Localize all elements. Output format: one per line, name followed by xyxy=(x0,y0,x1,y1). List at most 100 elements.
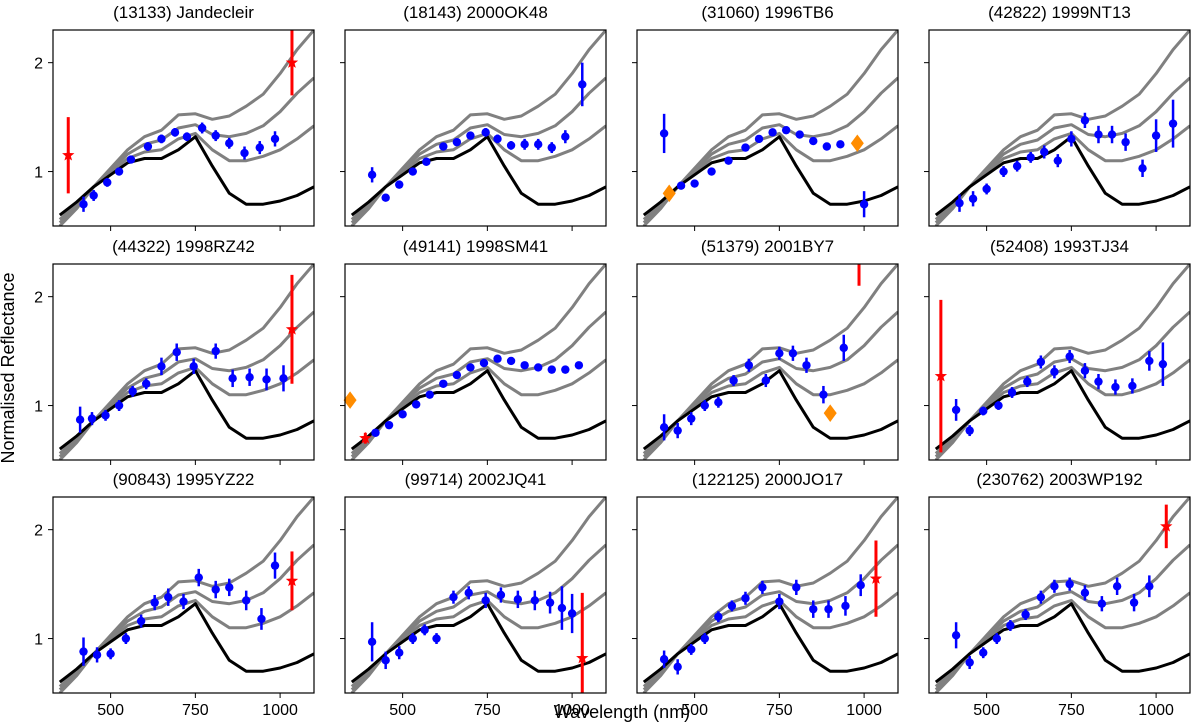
data-point xyxy=(690,179,699,188)
reference-curve xyxy=(350,135,606,217)
data-point xyxy=(481,596,490,605)
data-point xyxy=(103,178,112,187)
data-point xyxy=(439,379,448,388)
reference-curve xyxy=(934,135,1190,217)
data-point xyxy=(965,658,974,667)
outlier-diamond-marker xyxy=(850,134,864,153)
data-point xyxy=(1094,377,1103,386)
data-point xyxy=(189,362,198,371)
data-point xyxy=(741,594,750,603)
data-point xyxy=(89,191,98,200)
data-point xyxy=(822,142,832,151)
panel-4: (42822) 1999NT13 xyxy=(924,3,1191,231)
data-point xyxy=(1050,367,1059,376)
data-point xyxy=(182,132,192,141)
data-point xyxy=(741,143,750,152)
data-point xyxy=(979,648,988,657)
data-point xyxy=(781,125,791,135)
data-point xyxy=(1026,153,1035,162)
limit-star-marker xyxy=(285,56,299,68)
data-point xyxy=(574,361,584,370)
data-point xyxy=(1006,621,1015,630)
data-point xyxy=(530,596,540,605)
data-point xyxy=(729,376,738,385)
limit-star-marker xyxy=(285,322,299,335)
panel-frame xyxy=(52,263,315,461)
data-point xyxy=(724,156,733,165)
panel-9: 500 750 1000 1 2 (90843) 1995YZ22 xyxy=(34,470,315,719)
data-point xyxy=(1128,381,1137,391)
x-tick-label: 500 xyxy=(681,702,708,719)
data-point xyxy=(225,583,234,592)
data-point xyxy=(979,406,988,416)
data-point xyxy=(1129,598,1139,607)
data-point xyxy=(496,590,506,600)
data-point xyxy=(659,655,669,664)
data-point xyxy=(824,604,833,614)
panel-frame xyxy=(928,496,1191,694)
data-point xyxy=(659,129,669,138)
data-point xyxy=(408,634,417,643)
data-point xyxy=(367,637,377,647)
data-point xyxy=(136,616,146,626)
data-point xyxy=(87,414,97,423)
data-point xyxy=(143,142,153,151)
data-point xyxy=(775,597,784,606)
data-point xyxy=(1121,137,1130,147)
model-curve-1 xyxy=(58,591,314,688)
panel-11: 500 750 1000 (122125) 2000JO17 xyxy=(632,470,899,719)
data-point xyxy=(809,136,818,146)
data-point xyxy=(179,597,188,606)
data-point xyxy=(150,598,159,607)
model-curve-3 xyxy=(934,30,1190,226)
data-point xyxy=(707,167,716,176)
model-curve-3 xyxy=(350,30,606,226)
data-point xyxy=(836,140,845,149)
y-tick-label: 2 xyxy=(34,523,43,540)
data-point xyxy=(1023,377,1032,386)
data-point xyxy=(466,131,475,140)
data-point xyxy=(197,123,207,133)
data-point xyxy=(395,648,404,657)
data-point xyxy=(520,361,529,370)
data-point xyxy=(578,80,587,89)
data-point xyxy=(819,390,828,399)
data-point xyxy=(1007,388,1017,397)
data-point xyxy=(992,634,1001,643)
data-point xyxy=(758,583,767,592)
data-point xyxy=(1111,382,1120,392)
x-tick-label: 1000 xyxy=(262,702,298,719)
panel-7: (51379) 2001BY7 xyxy=(632,237,899,465)
panel-title: (42822) 1999NT13 xyxy=(988,3,1131,22)
data-point xyxy=(1021,610,1030,619)
data-point xyxy=(727,601,737,611)
panel-frame xyxy=(52,496,315,694)
limit-star-marker xyxy=(359,431,372,444)
data-point xyxy=(534,363,543,372)
data-point xyxy=(211,346,220,356)
panel-grid: 1 2 (13133) Jandecleir (18143) 2000OK48 (310… xyxy=(34,3,1191,719)
data-point xyxy=(761,376,771,385)
data-point xyxy=(255,143,264,152)
data-point xyxy=(452,137,462,147)
limit-star-marker xyxy=(285,574,299,587)
data-point xyxy=(545,598,555,607)
x-tick-label: 750 xyxy=(766,702,793,719)
data-point xyxy=(506,141,516,150)
model-curve-3 xyxy=(58,264,314,460)
data-point xyxy=(506,356,516,366)
data-point xyxy=(493,134,502,144)
reference-curve xyxy=(350,602,606,684)
panel-frame xyxy=(636,29,899,227)
data-point xyxy=(75,415,85,424)
panel-2: (18143) 2000OK48 xyxy=(340,3,607,231)
model-curve-3 xyxy=(58,30,314,226)
panel-3: (31060) 1996TB6 xyxy=(632,3,899,231)
panel-title: (18143) 2000OK48 xyxy=(403,3,548,22)
data-point xyxy=(422,157,431,166)
data-point xyxy=(1036,592,1046,602)
data-point xyxy=(240,148,249,158)
panel-frame xyxy=(928,29,1191,227)
panel-title: (122125) 2000JO17 xyxy=(692,470,843,489)
model-curve-1 xyxy=(350,591,606,688)
